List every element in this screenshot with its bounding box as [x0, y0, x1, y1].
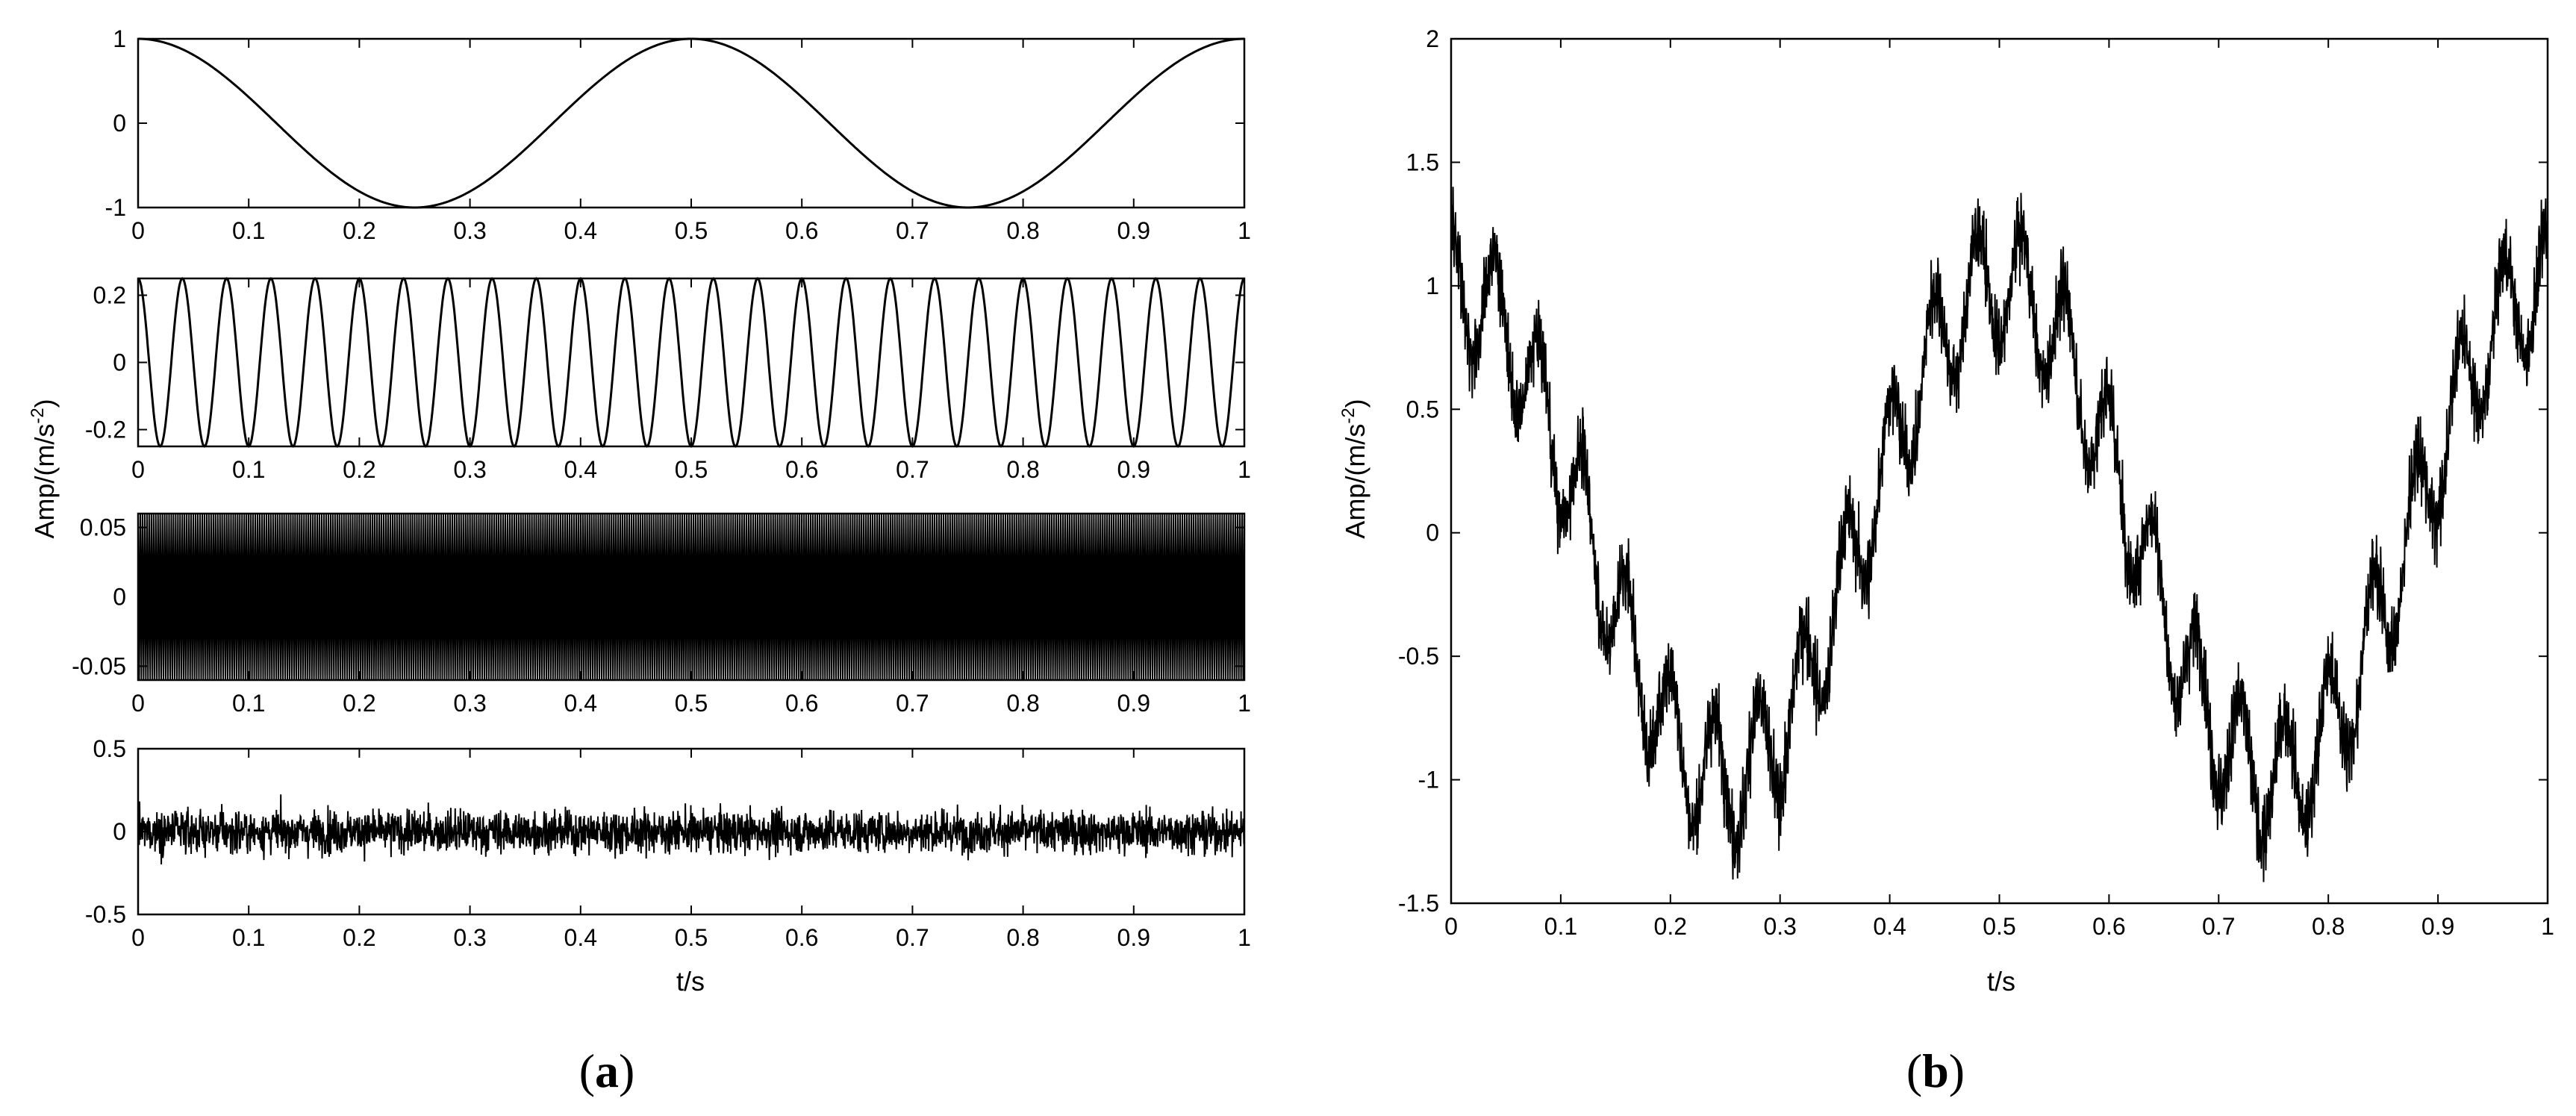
x-tick-label: 0.4	[1873, 913, 1906, 940]
x-tick-label: 0.4	[564, 217, 597, 244]
x-tick-label: 0.7	[896, 690, 929, 717]
x-tick-label: 0.4	[564, 924, 597, 951]
x-tick-label: 0.5	[675, 456, 708, 483]
y-tick-label: 0	[113, 110, 126, 137]
x-tick-label: 0.5	[1983, 913, 2015, 940]
y-tick-label: 0.2	[93, 282, 126, 309]
subplot-a-4: 0 0.1 0.2 0.3 0.4 0.5 0.6 0.7 0.8 0.9 1-0.500.5	[85, 735, 1251, 951]
y-tick-label: -1.5	[1398, 890, 1439, 917]
x-tick-label: 0.9	[1117, 456, 1150, 483]
plot-frame-b-1	[1450, 37, 2549, 905]
x-tick-label: 0.8	[1006, 456, 1039, 483]
subplot-a-2: 0 0.1 0.2 0.3 0.4 0.5 0.6 0.7 0.8 0.9 1-0.200.2	[85, 277, 1251, 483]
y-tick-label: -0.2	[85, 417, 126, 443]
x-tick-label: 1	[1238, 690, 1251, 717]
series-line-a-3	[137, 513, 1245, 681]
subplot-b-1: 0 0.1 0.2 0.3 0.4 0.5 0.6 0.7 0.8 0.9 1 -1.5 -1 -0.5 0…	[1398, 25, 2554, 940]
panel-b-label: (b)	[1906, 1044, 1965, 1097]
x-tick-label: 1	[1238, 456, 1251, 483]
x-tick-label: 0.3	[453, 217, 486, 244]
x-tick-label: 1	[2541, 913, 2554, 940]
x-tick-label: 0.8	[1006, 924, 1039, 951]
y-tick-label: -0.5	[85, 901, 126, 928]
x-tick-label: 0.6	[785, 924, 818, 951]
x-tick-label: 0.7	[896, 217, 929, 244]
x-tick-label: 0.2	[343, 217, 375, 244]
x-tick-label: 0.2	[343, 690, 375, 717]
y-tick-label: -1	[1418, 767, 1439, 794]
y-tick-label: 1.5	[1406, 149, 1439, 175]
y-tick-label: 0	[1426, 520, 1439, 546]
x-tick-label: 0.5	[675, 217, 708, 244]
x-tick-label: 0.6	[2092, 913, 2125, 940]
x-tick-label: 0.6	[785, 456, 818, 483]
panel-a-x-axis-title: t/s	[676, 966, 705, 997]
panel-a-label: (a)	[579, 1044, 635, 1097]
x-tick-label: 0.1	[232, 690, 265, 717]
y-tick-label: -1	[105, 194, 126, 221]
x-tick-label: 0	[131, 456, 145, 483]
x-tick-label: 0	[131, 217, 145, 244]
x-tick-label: 0.8	[1006, 690, 1039, 717]
x-tick-label: 0.7	[896, 456, 929, 483]
panel-a-y-axis-title: Amp/(m/s-2)	[28, 399, 60, 538]
y-tick-label: -0.05	[72, 652, 126, 679]
x-tick-label: 0.3	[453, 924, 486, 951]
x-tick-label: 0	[131, 690, 145, 717]
x-tick-label: 0	[1444, 913, 1458, 940]
x-tick-label: 0.4	[564, 456, 597, 483]
y-tick-label: 1	[113, 25, 126, 52]
y-tick-label: 0	[113, 349, 126, 376]
panel-b-y-axis-title: Amp/(m/s-2)	[1338, 399, 1370, 538]
x-tick-label: 0.6	[785, 690, 818, 717]
x-tick-label: 0.3	[453, 690, 486, 717]
x-tick-label: 0.2	[343, 924, 375, 951]
x-tick-label: 0.9	[1117, 924, 1150, 951]
x-tick-label: 0	[131, 924, 145, 951]
x-tick-label: 0.9	[1117, 690, 1150, 717]
x-tick-label: 1	[1238, 217, 1251, 244]
y-tick-label: 0.5	[93, 735, 126, 762]
x-tick-label: 0.2	[1654, 913, 1687, 940]
x-tick-label: 0.7	[2202, 913, 2235, 940]
x-tick-label: 0.4	[564, 690, 597, 717]
x-tick-label: 0.8	[2312, 913, 2345, 940]
x-tick-label: 0.5	[675, 690, 708, 717]
x-tick-label: 0.2	[343, 456, 375, 483]
x-tick-label: 0.9	[1117, 217, 1150, 244]
x-tick-label: 0.9	[2421, 913, 2454, 940]
x-tick-label: 0.3	[1763, 913, 1796, 940]
y-tick-label: 0.05	[80, 514, 126, 541]
y-tick-label: 0	[113, 818, 126, 845]
x-tick-label: 0.8	[1006, 217, 1039, 244]
series-line-b-1	[1450, 187, 2548, 882]
y-tick-label: 2	[1426, 25, 1439, 52]
x-tick-label: 0.1	[232, 456, 265, 483]
panel-b-x-axis-title: t/s	[1987, 966, 2015, 997]
y-tick-label: -0.5	[1398, 643, 1439, 670]
x-tick-label: 0.5	[675, 924, 708, 951]
series-line-a-4	[137, 794, 1245, 865]
y-tick-label: 1	[1426, 272, 1439, 299]
y-tick-label: 0.5	[1406, 396, 1439, 423]
x-tick-label: 0.7	[896, 924, 929, 951]
x-tick-label: 0.1	[232, 217, 265, 244]
series-line-a-2	[137, 277, 1245, 448]
x-tick-label: 0.1	[1544, 913, 1577, 940]
x-tick-label: 1	[1238, 924, 1251, 951]
subplot-a-1: 0 0.1 0.2 0.3 0.4 0.5 0.6 0.7 0.8 0.9 1-101	[105, 25, 1251, 244]
x-tick-label: 0.1	[232, 924, 265, 951]
y-tick-label: 0	[113, 584, 126, 611]
plot-frame-a-1	[137, 37, 1246, 209]
x-tick-label: 0.3	[453, 456, 486, 483]
series-line-a-1	[138, 37, 1244, 209]
x-tick-label: 0.6	[785, 217, 818, 244]
